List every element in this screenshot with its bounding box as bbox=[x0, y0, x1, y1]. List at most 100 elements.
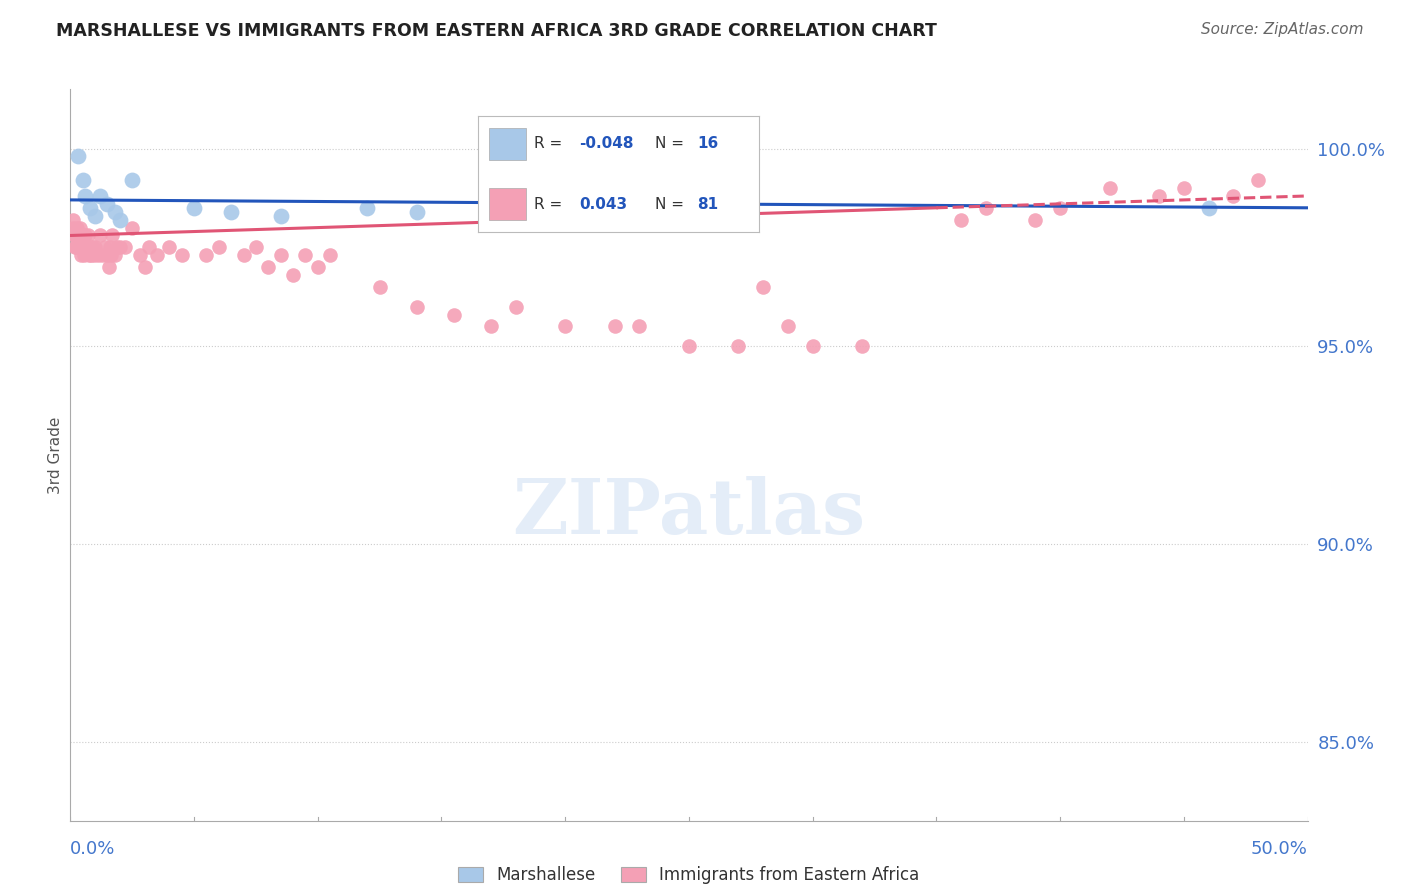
Text: MARSHALLESE VS IMMIGRANTS FROM EASTERN AFRICA 3RD GRADE CORRELATION CHART: MARSHALLESE VS IMMIGRANTS FROM EASTERN A… bbox=[56, 22, 938, 40]
Point bbox=[257, 260, 280, 274]
Point bbox=[70, 240, 93, 254]
Text: 16: 16 bbox=[697, 136, 718, 152]
Point bbox=[108, 212, 131, 227]
Point bbox=[62, 212, 84, 227]
Point bbox=[727, 339, 749, 353]
Point bbox=[66, 220, 89, 235]
Point bbox=[678, 339, 700, 353]
Point bbox=[98, 240, 121, 254]
Point bbox=[100, 248, 122, 262]
Point bbox=[65, 228, 87, 243]
Point bbox=[75, 240, 97, 254]
Point bbox=[70, 228, 93, 243]
Point bbox=[108, 240, 131, 254]
Point bbox=[79, 201, 101, 215]
Point bbox=[63, 240, 86, 254]
Point bbox=[67, 228, 90, 243]
Point bbox=[554, 319, 576, 334]
Y-axis label: 3rd Grade: 3rd Grade bbox=[48, 417, 63, 493]
Point bbox=[851, 339, 873, 353]
Point bbox=[75, 189, 97, 203]
Point bbox=[405, 300, 427, 314]
Point bbox=[405, 204, 427, 219]
Text: ZIPatlas: ZIPatlas bbox=[512, 476, 866, 550]
Text: 81: 81 bbox=[697, 196, 718, 211]
Point bbox=[443, 308, 465, 322]
Point bbox=[69, 248, 91, 262]
Point bbox=[1173, 181, 1195, 195]
Point bbox=[83, 248, 105, 262]
Point bbox=[94, 240, 117, 254]
Point bbox=[77, 240, 100, 254]
Point bbox=[219, 204, 242, 219]
Legend: Marshallese, Immigrants from Eastern Africa: Marshallese, Immigrants from Eastern Afr… bbox=[450, 858, 928, 892]
Point bbox=[603, 319, 626, 334]
Text: 50.0%: 50.0% bbox=[1251, 840, 1308, 858]
Point bbox=[104, 248, 127, 262]
Point bbox=[89, 189, 111, 203]
Point bbox=[307, 260, 329, 274]
Point bbox=[114, 240, 136, 254]
Point bbox=[79, 240, 101, 254]
Point bbox=[232, 248, 254, 262]
Text: N =: N = bbox=[655, 196, 689, 211]
Point bbox=[157, 240, 180, 254]
Point bbox=[75, 228, 97, 243]
Point bbox=[479, 319, 502, 334]
Point bbox=[80, 248, 103, 262]
Point bbox=[134, 260, 156, 274]
Point bbox=[270, 209, 292, 223]
Point bbox=[1222, 189, 1244, 203]
Point bbox=[65, 240, 87, 254]
Point bbox=[1147, 189, 1170, 203]
Point bbox=[1024, 212, 1046, 227]
Point bbox=[752, 280, 775, 294]
Point bbox=[208, 240, 231, 254]
Point bbox=[1198, 201, 1220, 215]
Point bbox=[245, 240, 267, 254]
Point bbox=[101, 228, 124, 243]
Point bbox=[138, 240, 160, 254]
Point bbox=[69, 220, 91, 235]
Point bbox=[368, 280, 391, 294]
Point bbox=[319, 248, 342, 262]
Bar bbox=[489, 128, 526, 160]
Point bbox=[294, 248, 316, 262]
Point bbox=[128, 248, 150, 262]
Point bbox=[195, 248, 218, 262]
Point bbox=[86, 248, 108, 262]
Point bbox=[66, 228, 89, 243]
Point bbox=[801, 339, 824, 353]
Point bbox=[76, 228, 98, 243]
Point bbox=[104, 204, 127, 219]
Point bbox=[73, 248, 96, 262]
Point bbox=[105, 240, 128, 254]
Point bbox=[950, 212, 973, 227]
Point bbox=[72, 240, 94, 254]
Point bbox=[89, 228, 111, 243]
Point bbox=[183, 201, 205, 215]
Point bbox=[281, 268, 304, 282]
Text: Source: ZipAtlas.com: Source: ZipAtlas.com bbox=[1201, 22, 1364, 37]
Point bbox=[146, 248, 169, 262]
Point bbox=[121, 173, 143, 187]
Point bbox=[63, 228, 86, 243]
Text: 0.0%: 0.0% bbox=[70, 840, 115, 858]
Point bbox=[97, 260, 120, 274]
Point bbox=[77, 248, 100, 262]
Point bbox=[1247, 173, 1270, 187]
Point bbox=[66, 149, 89, 163]
Bar bbox=[489, 188, 526, 220]
Point bbox=[270, 248, 292, 262]
Text: 0.043: 0.043 bbox=[579, 196, 627, 211]
Text: N =: N = bbox=[655, 136, 689, 152]
Point bbox=[974, 201, 997, 215]
Point bbox=[82, 240, 104, 254]
Text: R =: R = bbox=[534, 136, 568, 152]
Point bbox=[356, 201, 378, 215]
Point bbox=[1098, 181, 1121, 195]
Point bbox=[84, 209, 107, 223]
Text: R =: R = bbox=[534, 196, 568, 211]
Point bbox=[96, 248, 118, 262]
Point bbox=[121, 220, 143, 235]
